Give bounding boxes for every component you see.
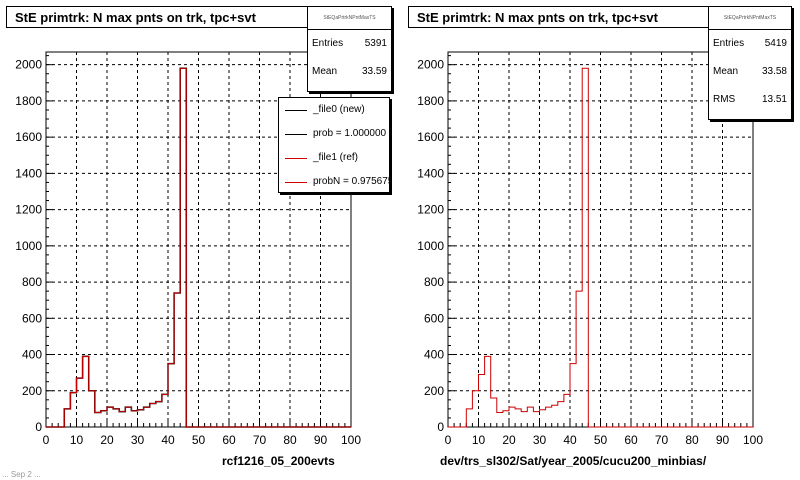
right-y-tick-label: 2000 [417, 58, 444, 72]
legend-line-probn [285, 182, 307, 183]
left-y-tick-label: 2000 [15, 58, 42, 72]
left-legend: _file0 (new) prob = 1.000000 _file1 (ref… [278, 97, 390, 193]
left-y-tick-label: 1600 [15, 130, 42, 144]
left-x-tick-label: 70 [253, 433, 267, 447]
right-y-tick-label: 1400 [417, 166, 444, 180]
right-stats-mean-label: Mean [713, 66, 739, 77]
right-stats-box: StEQaPrtrkNPntMaxTS Entries 5419 Mean 33… [708, 6, 792, 120]
right-y-tick-label: 200 [424, 384, 444, 398]
legend-label-new: _file0 (new) [313, 104, 365, 115]
right-y-tick-label: 600 [424, 311, 444, 325]
right-x-tick-label: 60 [624, 433, 638, 447]
left-x-tick-label: 10 [70, 433, 84, 447]
right-stats-mean-value: 33.58 [761, 66, 787, 77]
right-x-tick-label: 100 [743, 433, 763, 447]
left-x-tick-label: 40 [161, 433, 175, 447]
legend-item-ref: _file1 (ref) [279, 146, 389, 170]
right-stats-entries: Entries 5419 [709, 30, 791, 58]
right-y-tick-label: 1000 [417, 239, 444, 253]
left-y-tick-label: 1800 [15, 94, 42, 108]
left-x-tick-label: 80 [283, 433, 297, 447]
left-x-tick-label: 90 [314, 433, 328, 447]
left-histogram-title: StE primtrk: N max pnts on trk, tpc+svt [6, 6, 308, 28]
right-x-tick-label: 0 [445, 433, 452, 447]
left-x-tick-label: 50 [192, 433, 206, 447]
left-stats-entries-value: 5391 [364, 38, 387, 49]
right-stats-entries-label: Entries [713, 38, 745, 49]
left-y-tick-label: 800 [22, 275, 42, 289]
right-x-tick-label: 80 [685, 433, 699, 447]
right-x-tick-label: 50 [594, 433, 608, 447]
left-x-tick-label: 0 [43, 433, 50, 447]
left-x-tick-label: 30 [131, 433, 145, 447]
legend-line-new [285, 110, 307, 111]
left-x-tick-label: 20 [100, 433, 114, 447]
left-stats-entries-label: Entries [312, 38, 344, 49]
footer-timestamp: ... Sep 2 ... [2, 470, 41, 479]
left-y-tick-label: 200 [22, 384, 42, 398]
right-y-tick-label: 400 [424, 348, 444, 362]
legend-label-ref: _file1 (ref) [313, 152, 359, 163]
left-stats-name: StEQaPrtrkNPntMaxTS [308, 7, 391, 30]
legend-item-prob: prob = 1.000000 [279, 122, 389, 146]
right-stats-rms-value: 13.51 [761, 94, 787, 105]
left-y-tick-label: 600 [22, 311, 42, 325]
right-histogram-series-0 [448, 67, 753, 428]
left-stats-mean-label: Mean [312, 66, 338, 77]
right-x-axis-label: dev/trs_sl302/Sat/year_2005/cucu200_minb… [440, 454, 707, 468]
right-y-tick-label: 0 [437, 420, 444, 434]
left-y-tick-label: 400 [22, 348, 42, 362]
legend-label-prob: prob = 1.000000 [313, 128, 387, 139]
legend-item-probn: probN = 0.975675 [279, 170, 390, 192]
right-histogram-title: StE primtrk: N max pnts on trk, tpc+svt [408, 6, 710, 28]
right-x-tick-label: 20 [502, 433, 516, 447]
legend-line-prob [285, 134, 307, 135]
right-x-tick-label: 70 [655, 433, 669, 447]
left-x-axis-label: rcf1216_05_200evts [222, 454, 335, 468]
legend-item-new: _file0 (new) [279, 98, 389, 122]
left-y-tick-label: 0 [35, 420, 42, 434]
right-stats-name: StEQaPrtrkNPntMaxTS [709, 7, 791, 30]
right-stats-entries-value: 5419 [764, 38, 787, 49]
right-x-tick-label: 40 [563, 433, 577, 447]
left-y-tick-label: 1200 [15, 203, 42, 217]
right-y-tick-label: 1800 [417, 94, 444, 108]
right-y-tick-label: 1600 [417, 130, 444, 144]
left-x-tick-label: 60 [222, 433, 236, 447]
left-y-tick-label: 1000 [15, 239, 42, 253]
left-histogram-series-1 [46, 67, 351, 428]
right-y-tick-label: 800 [424, 275, 444, 289]
right-stats-rms: RMS 13.51 [709, 86, 791, 114]
right-x-tick-label: 10 [472, 433, 486, 447]
legend-line-ref [285, 158, 307, 159]
legend-label-probn: probN = 0.975675 [313, 176, 390, 187]
right-x-tick-label: 90 [716, 433, 730, 447]
left-stats-mean-value: 33.59 [361, 66, 387, 77]
left-y-tick-label: 1400 [15, 166, 42, 180]
left-stats-box: StEQaPrtrkNPntMaxTS Entries 5391 Mean 33… [307, 6, 392, 92]
right-stats-rms-label: RMS [713, 94, 736, 105]
right-stats-mean: Mean 33.58 [709, 58, 791, 86]
right-y-tick-label: 1200 [417, 203, 444, 217]
right-x-tick-label: 30 [533, 433, 547, 447]
left-stats-mean: Mean 33.59 [308, 58, 391, 86]
left-x-tick-label: 100 [341, 433, 361, 447]
left-stats-entries: Entries 5391 [308, 30, 391, 58]
